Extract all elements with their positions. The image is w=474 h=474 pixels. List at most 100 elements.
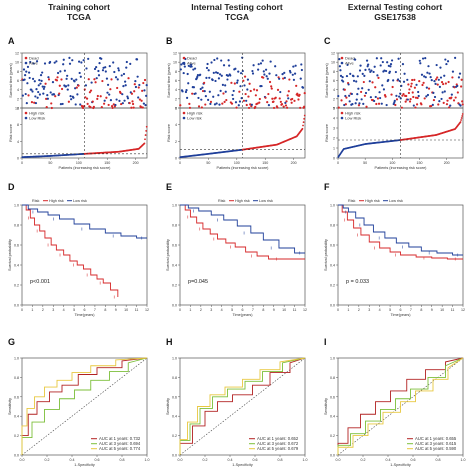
y-tick-label: 0.4: [14, 264, 19, 268]
p-value-annotation: p = 0.033: [346, 279, 369, 285]
alive-point: [218, 103, 221, 106]
dead-point: [391, 85, 394, 89]
alive-point: [100, 57, 103, 60]
risk-point: [301, 127, 304, 130]
alive-point: [125, 66, 128, 69]
alive-point: [49, 60, 52, 64]
alive-point: [421, 57, 425, 60]
alive-point: [76, 93, 79, 96]
dead-point: [432, 98, 436, 102]
dead-point: [442, 82, 445, 86]
dead-point: [422, 81, 425, 84]
alive-point: [437, 78, 440, 81]
dead-point: [401, 94, 404, 97]
y-tick-label: 0.6: [14, 244, 19, 248]
alive-point: [67, 84, 70, 87]
alive-point: [201, 86, 204, 89]
dead-point: [258, 101, 261, 104]
legend-marker: [340, 116, 344, 120]
alive-point: [70, 98, 73, 101]
y-axis-label: Risk score: [325, 124, 329, 142]
alive-point: [250, 103, 253, 106]
alive-point: [34, 95, 37, 98]
dead-point: [30, 101, 34, 104]
alive-point: [41, 71, 44, 74]
legend-label: AUC at 5 years: 0.679: [257, 446, 299, 451]
dead-point: [137, 86, 140, 89]
alive-point: [116, 78, 119, 81]
alive-point: [259, 62, 263, 65]
alive-point: [74, 87, 77, 90]
x-tick-label: 10: [440, 308, 444, 312]
dead-point: [67, 100, 70, 103]
alive-point: [36, 96, 39, 99]
alive-point: [23, 78, 26, 81]
alive-point: [55, 60, 58, 63]
legend-label: AUC at 3 years: 0.672: [257, 441, 299, 446]
alive-point: [373, 99, 376, 103]
alive-point: [134, 80, 137, 83]
x-tick-label: 8: [104, 308, 106, 312]
column-title-internal: Internal Testing cohort TCGA: [158, 2, 316, 22]
alive-point: [35, 88, 38, 91]
dead-point: [86, 102, 89, 105]
alive-point: [75, 78, 78, 81]
x-tick-label: 8: [420, 308, 422, 312]
alive-point: [427, 65, 430, 68]
y-tick-label: 8: [333, 70, 335, 74]
dead-point: [139, 105, 143, 109]
x-tick-label: 1: [31, 308, 33, 312]
dead-point: [413, 78, 416, 82]
alive-point: [392, 79, 395, 82]
x-tick-label: 200: [444, 161, 450, 165]
roc-curve: [337, 357, 464, 455]
dead-point: [221, 102, 224, 105]
p-value-annotation: p<0.001: [30, 279, 50, 285]
risk-point: [143, 142, 146, 145]
alive-point: [219, 89, 222, 92]
dead-point: [81, 106, 85, 110]
dead-point: [60, 87, 64, 91]
alive-point: [431, 103, 434, 107]
y-tick-label: 0.8: [14, 224, 19, 228]
legend-label: AUC at 3 years: 0.615: [415, 441, 457, 446]
x-tick-label: 100: [76, 161, 82, 165]
alive-point: [216, 71, 219, 75]
dead-point: [374, 86, 377, 89]
dead-point: [100, 105, 103, 109]
alive-point: [38, 93, 41, 96]
alive-point: [38, 79, 41, 82]
dead-point: [414, 106, 417, 109]
alive-point: [415, 83, 418, 86]
y-tick-label: 4: [17, 140, 19, 144]
alive-point: [417, 94, 420, 98]
risk-point: [303, 114, 306, 117]
legend-marker: [340, 56, 344, 60]
alive-point: [367, 88, 370, 91]
alive-point: [227, 59, 230, 62]
legend-label: High risk: [235, 199, 250, 203]
x-tick-label: 1.0: [303, 458, 308, 462]
dead-point: [444, 82, 447, 85]
alive-point: [108, 65, 111, 68]
y-tick-label: 12: [173, 52, 177, 56]
alive-point: [284, 101, 287, 104]
alive-point: [145, 84, 148, 87]
dead-point: [461, 100, 464, 103]
alive-point: [199, 73, 202, 76]
dead-point: [362, 80, 365, 84]
roc-curve: [179, 357, 306, 455]
dead-point: [282, 77, 285, 80]
alive-point: [200, 98, 203, 101]
alive-point: [98, 62, 101, 65]
alive-point: [252, 64, 255, 67]
dead-point: [297, 98, 300, 101]
km-curve-low-risk: [22, 204, 147, 239]
alive-point: [445, 62, 448, 66]
y-tick-label: 6: [333, 79, 335, 83]
dead-point: [191, 92, 194, 95]
y-tick-label: 0.2: [330, 284, 335, 288]
risk-point: [144, 138, 146, 141]
alive-point: [30, 88, 33, 91]
alive-point: [267, 104, 271, 107]
